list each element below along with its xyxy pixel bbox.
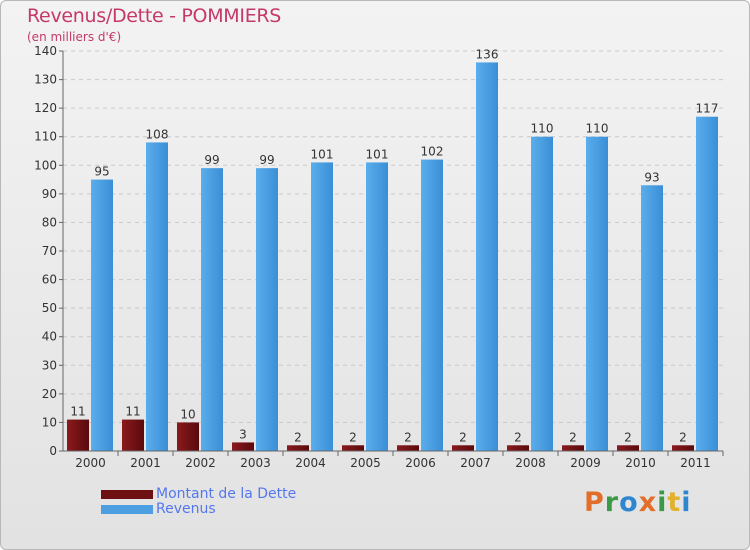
bar-revenus: [421, 159, 443, 452]
logo-letter: i: [681, 487, 692, 518]
bar-dette: [397, 445, 419, 451]
x-tick-label: 2000: [75, 456, 106, 470]
bar-revenus: [641, 185, 663, 452]
bar-revenus: [201, 168, 223, 451]
y-tick-label: 60: [42, 273, 57, 287]
data-label: 2: [569, 430, 577, 444]
x-tick-label: 2001: [130, 456, 161, 470]
bar-revenus: [311, 162, 333, 451]
data-label: 10: [180, 407, 195, 421]
bar-revenus: [531, 136, 553, 451]
x-tick-label: 2005: [350, 456, 381, 470]
bar-dette: [507, 445, 529, 451]
bar-revenus: [146, 142, 168, 451]
x-tick-label: 2002: [185, 456, 216, 470]
logo-letter: r: [604, 487, 620, 518]
logo-letter: x: [638, 487, 658, 518]
data-label: 11: [70, 405, 85, 419]
y-tick-label: 70: [42, 244, 57, 258]
chart-title: Revenus/Dette - POMMIERS: [27, 5, 282, 27]
bar-dette: [67, 419, 89, 451]
bar-revenus: [256, 168, 278, 451]
logo-letter: t: [667, 487, 682, 518]
y-axis: 0 10 20 30 40 50 60 70 80 90 100 110 120 130 140: [34, 44, 64, 458]
bar-revenus: [91, 179, 113, 452]
bar-dette: [672, 445, 694, 451]
bar-dette: [562, 445, 584, 451]
x-axis: 2000 2001 2002 2003 2004 2005 2006 2007 2008 2009…: [63, 450, 724, 470]
data-label: 2: [294, 430, 302, 444]
data-label: 11: [125, 405, 140, 419]
x-tick-label: 2004: [295, 456, 326, 470]
bar-dette: [177, 422, 199, 451]
y-tick-label: 20: [42, 387, 57, 401]
bar-dette: [232, 442, 254, 451]
y-tick-label: 10: [42, 415, 57, 429]
legend-swatch-revenus: [101, 505, 153, 514]
data-label: 2: [349, 430, 357, 444]
logo-letter: P: [584, 487, 605, 518]
bar-revenus: [476, 62, 498, 452]
x-tick-label: 2011: [680, 456, 711, 470]
data-label: 110: [586, 122, 609, 136]
data-label: 93: [644, 170, 659, 184]
data-label: 3: [239, 427, 247, 441]
data-label: 99: [204, 153, 219, 167]
bar-dette: [287, 445, 309, 451]
data-label: 2: [514, 430, 522, 444]
legend-swatch-dette: [101, 490, 153, 499]
x-tick-label: 2008: [515, 456, 546, 470]
bar-dette: [122, 419, 144, 451]
y-tick-label: 50: [42, 301, 57, 315]
y-tick-label: 80: [42, 215, 57, 229]
data-label: 2: [679, 430, 687, 444]
data-label: 108: [146, 127, 169, 141]
logo-letter: o: [619, 487, 639, 518]
bar-dette: [617, 445, 639, 451]
data-label: 102: [421, 145, 444, 159]
chart-subtitle: (en milliers d'€): [27, 30, 122, 44]
data-label: 2: [459, 430, 467, 444]
bars: [67, 62, 718, 452]
proxiti-logo: Proxiti: [584, 487, 692, 518]
bar-revenus: [366, 162, 388, 451]
y-tick-label: 110: [34, 130, 57, 144]
x-tick-label: 2009: [570, 456, 601, 470]
y-tick-label: 100: [34, 158, 57, 172]
data-labels: 11 95 11 108 10 99 3 99 2 101 2 101 2 102 2 136 2 110 2 110…: [70, 47, 718, 444]
data-label: 117: [696, 102, 719, 116]
logo-letter: i: [657, 487, 668, 518]
y-tick-label: 130: [34, 73, 57, 87]
y-tick-label: 120: [34, 101, 57, 115]
legend-label-revenus: Revenus: [156, 501, 216, 517]
y-tick-label: 90: [42, 187, 57, 201]
x-tick-label: 2007: [460, 456, 491, 470]
data-label: 101: [366, 147, 389, 161]
data-label: 136: [476, 47, 499, 61]
x-tick-label: 2006: [405, 456, 436, 470]
data-label: 110: [531, 122, 554, 136]
bar-revenus: [696, 116, 718, 451]
x-tick-label: 2003: [240, 456, 271, 470]
data-label: 95: [94, 165, 109, 179]
grid-lines: [63, 50, 723, 452]
y-tick-label: 40: [42, 330, 57, 344]
data-label: 101: [311, 147, 334, 161]
bar-dette: [342, 445, 364, 451]
y-tick-label: 0: [49, 444, 57, 458]
bar-dette: [452, 445, 474, 451]
data-label: 2: [404, 430, 412, 444]
y-tick-label: 30: [42, 358, 57, 372]
legend-label-dette: Montant de la Dette: [156, 486, 297, 502]
x-tick-label: 2010: [625, 456, 656, 470]
bar-revenus: [586, 136, 608, 451]
data-label: 2: [624, 430, 632, 444]
y-tick-label: 140: [34, 44, 57, 58]
data-label: 99: [259, 153, 274, 167]
